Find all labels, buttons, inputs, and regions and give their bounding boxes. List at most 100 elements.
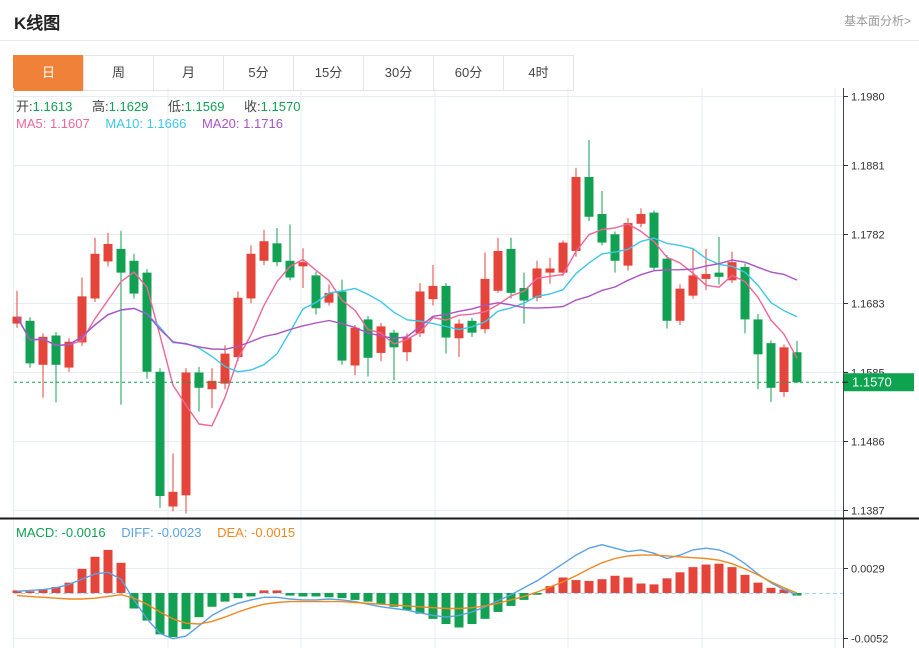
macd-axis-label: -0.0052 (851, 634, 888, 646)
candle-body (636, 213, 646, 224)
candle-body (792, 352, 802, 383)
low-label: 低: (168, 99, 185, 114)
tab-15min[interactable]: 15分 (293, 55, 364, 91)
last-price-badge: 1.1570 (843, 373, 914, 392)
tab-5min[interactable]: 5分 (223, 55, 294, 91)
candle-body (220, 353, 230, 384)
candle (38, 333, 48, 398)
candle (142, 269, 152, 379)
candle (259, 230, 269, 265)
candle-body (129, 260, 139, 294)
macd-bar (90, 556, 100, 593)
macd-bar (25, 591, 35, 593)
tab-day[interactable]: 日 (13, 55, 84, 91)
y-axis-label: 1.1387 (851, 506, 885, 518)
macd-bar (753, 582, 763, 593)
macd-bar (64, 582, 74, 593)
tab-4hour[interactable]: 4时 (503, 55, 574, 91)
macd-bar (311, 593, 321, 597)
close-label: 收: (244, 99, 261, 114)
chart-area: 1.19801.18811.17821.16831.15851.14861.13… (0, 88, 919, 648)
candle-body (246, 253, 256, 299)
macd-bar (376, 593, 386, 605)
tab-month[interactable]: 月 (153, 55, 224, 91)
macd-bar (402, 593, 412, 611)
macd-bar (597, 579, 607, 593)
macd-bar (766, 587, 776, 593)
candle (480, 252, 490, 334)
candle (636, 208, 646, 228)
candle-body (454, 323, 464, 339)
candlestick-chart-canvas[interactable]: 1.19801.18811.17821.16831.15851.14861.13… (0, 88, 919, 648)
candle-body (740, 267, 750, 320)
y-axis-label: 1.1782 (851, 230, 885, 242)
candle-body (441, 285, 451, 338)
ma10-legend: MA10: 1.1666 (105, 116, 187, 131)
macd-bar (636, 583, 646, 593)
macd-bar (142, 593, 152, 621)
candle (428, 264, 438, 306)
macd-axis-label: 0.0029 (851, 564, 885, 576)
macd-legend: MACD: -0.0016 DIFF: -0.0023 DEA: -0.0015 (16, 525, 307, 540)
ma5-line (16, 223, 798, 427)
candle-body (649, 212, 659, 268)
macd-bar (77, 568, 87, 593)
macd-bar (194, 593, 204, 618)
candle-body (25, 320, 35, 364)
candle (779, 344, 789, 397)
candle-body (532, 268, 542, 298)
diff-line (16, 544, 798, 640)
candle (740, 263, 750, 334)
macd-bar (324, 593, 334, 598)
candle (766, 340, 776, 402)
ma-legend: MA5: 1.1607 MA10: 1.1666 MA20: 1.1716 (16, 116, 295, 131)
candle-body (519, 287, 529, 301)
macd-bar (493, 593, 503, 612)
candle (181, 368, 191, 514)
candle (402, 333, 412, 362)
candle-body (584, 176, 594, 217)
macd-bar (207, 593, 217, 607)
candle (246, 245, 256, 304)
candle-body (428, 285, 438, 300)
macd-bar (545, 586, 555, 593)
candle (194, 366, 204, 412)
macd-bar (220, 593, 230, 602)
candle-body (376, 326, 386, 353)
macd-bar (181, 593, 191, 630)
tab-week[interactable]: 周 (83, 55, 154, 91)
candle (532, 260, 542, 302)
y-axis: 1.19801.18811.17821.16831.15851.14861.13… (843, 88, 888, 648)
candle (701, 248, 711, 291)
macd-bar (727, 567, 737, 593)
tab-30min[interactable]: 30分 (363, 55, 434, 91)
candle-body (77, 296, 87, 343)
y-axis-label: 1.1881 (851, 161, 885, 173)
candle-body (285, 260, 295, 278)
candle-body (623, 223, 633, 266)
candle-body (766, 343, 776, 388)
candle-body (363, 319, 373, 358)
candle-body (389, 332, 399, 348)
macd-bar (363, 593, 373, 602)
fundamental-analysis-link[interactable]: 基本面分析> (843, 14, 911, 28)
macd-bar (12, 590, 22, 593)
macd-bar (285, 593, 295, 596)
candle (545, 257, 555, 284)
macd-bar (272, 590, 282, 593)
header-divider (0, 40, 919, 41)
candle (285, 224, 295, 281)
candle (753, 313, 763, 390)
candle-body (207, 380, 217, 390)
candle (25, 317, 35, 368)
macd-bar (259, 590, 269, 593)
macd-bar (532, 593, 542, 595)
candle (363, 315, 373, 377)
macd-bar (389, 593, 399, 607)
dea-value-legend: DEA: -0.0015 (217, 525, 296, 540)
candle-body (142, 272, 152, 372)
macd-bar (571, 580, 581, 593)
tab-60min[interactable]: 60分 (433, 55, 504, 91)
macd-bar (584, 580, 594, 593)
ma20-line (16, 259, 798, 350)
